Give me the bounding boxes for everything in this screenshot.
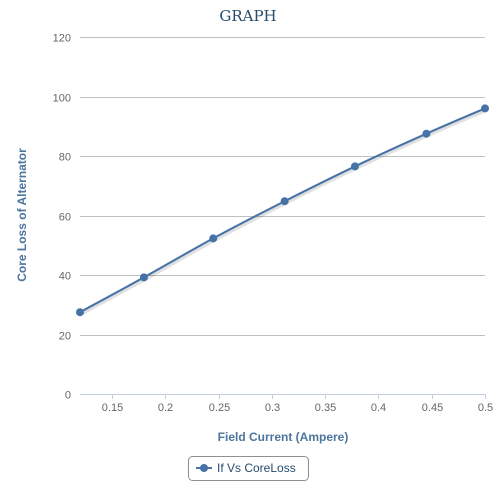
- y-tick-label: 0: [65, 390, 71, 402]
- legend-box: [188, 456, 309, 481]
- x-axis-ticks: 0.15 0.2 0.25 0.3 0.35 0.4 0.45 0.5: [102, 394, 493, 414]
- legend-label[interactable]: If Vs CoreLoss: [217, 461, 296, 475]
- data-point-1[interactable]: [139, 273, 148, 282]
- data-point-6[interactable]: [481, 104, 489, 113]
- legend-marker-symbol: [200, 464, 208, 472]
- chart-title: GRAPH: [219, 7, 276, 25]
- data-point-4[interactable]: [350, 162, 359, 171]
- data-point-5[interactable]: [422, 129, 431, 138]
- y-tick-label: 120: [53, 33, 71, 45]
- y-tick-label: 40: [59, 271, 71, 283]
- x-axis-title: Field Current (Ampere): [218, 430, 349, 444]
- x-tick-label: 0.45: [422, 402, 443, 414]
- x-tick-label: 0.4: [371, 402, 386, 414]
- series-line-shadow: [79, 107, 487, 316]
- y-tick-label: 80: [59, 152, 71, 164]
- data-point-0[interactable]: [76, 308, 84, 317]
- x-tick-label: 0.25: [209, 402, 230, 414]
- y-tick-label: 60: [59, 212, 71, 224]
- y-axis-ticks: 0 20 40 60 80 100 120: [53, 33, 71, 402]
- x-tick-label: 0.5: [478, 402, 493, 414]
- x-tick-label: 0.3: [265, 402, 280, 414]
- x-tick-label: 0.15: [102, 402, 123, 414]
- x-tick-label: 0.35: [315, 402, 336, 414]
- y-tick-label: 20: [59, 331, 71, 343]
- x-tick-label: 0.2: [158, 402, 173, 414]
- y-tick-label: 100: [53, 93, 71, 105]
- y-axis-title: Core Loss of Alternator: [15, 148, 29, 282]
- series-layer: [76, 104, 489, 317]
- data-point-2[interactable]: [209, 234, 218, 243]
- data-point-3[interactable]: [280, 197, 289, 206]
- legend[interactable]: If Vs CoreLoss: [188, 456, 309, 481]
- grid-lines: [80, 37, 485, 336]
